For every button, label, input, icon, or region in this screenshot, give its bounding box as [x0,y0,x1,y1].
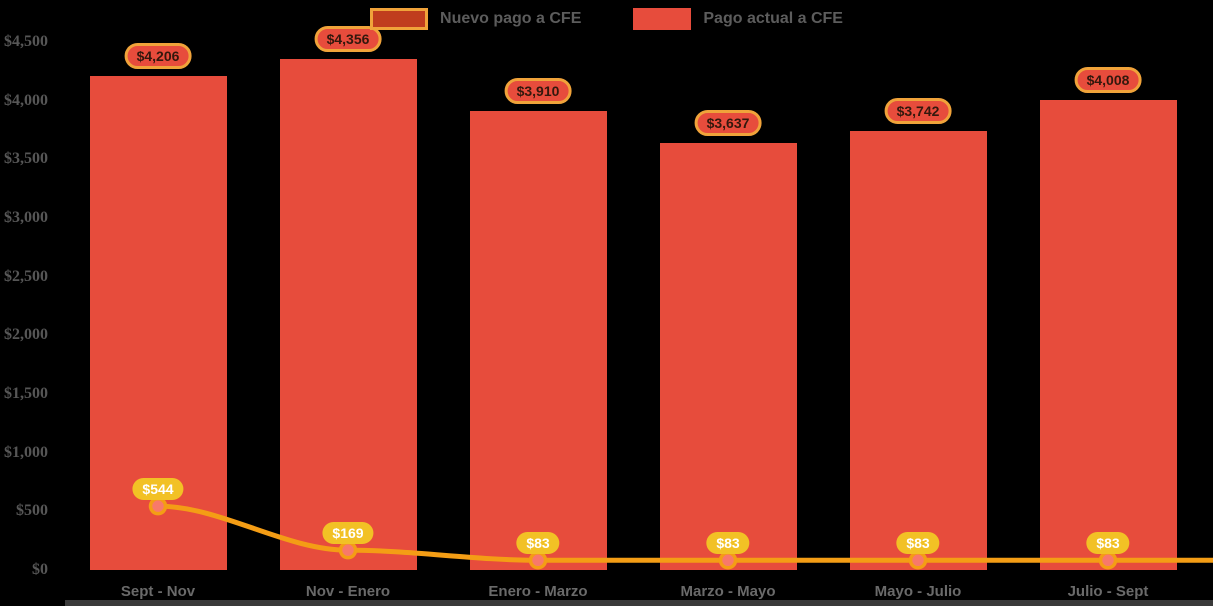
y-tick-label: $1,000 [4,443,48,461]
bar [849,130,987,570]
line-value-badge: $83 [1086,532,1130,555]
bar [279,58,417,570]
y-tick-label: $4,500 [4,33,48,50]
legend-item-pago-actual[interactable]: Pago actual a CFE [633,8,843,30]
line-value-badge: $544 [132,478,184,501]
x-category-label: Nov - Enero [305,583,391,600]
bar [659,143,797,570]
y-tick-label: $0 [32,561,48,578]
bar [1039,99,1177,570]
y-tick-label: $3,000 [4,209,48,226]
y-tick-label: $2,000 [4,326,48,344]
line-value-badge: $83 [516,532,560,555]
line-value-badge: $83 [896,532,940,555]
y-tick-label: $2,500 [4,267,48,285]
y-tick-label: $4,000 [4,91,48,109]
bar-value-badge: $3,742 [884,97,952,124]
bar-value-badge: $3,637 [694,110,762,137]
x-category-label: Marzo - Mayo [680,583,776,600]
legend: Nuevo pago a CFE Pago actual a CFE [0,8,1213,30]
bar-value-badge: $4,008 [1074,66,1142,93]
bar-value-badge: $4,356 [314,25,382,52]
legend-label-nuevo-pago: Nuevo pago a CFE [440,10,582,27]
x-category-label: Enero - Marzo [488,583,588,600]
y-tick-label: $500 [16,502,48,520]
line-value-badge: $83 [706,532,750,555]
y-tick-label: $1,500 [4,385,48,402]
x-category-label: Sept - Nov [120,583,196,600]
bar-value-badge: $4,206 [124,43,192,70]
legend-item-nuevo-pago[interactable]: Nuevo pago a CFE [370,8,581,30]
bar [469,111,607,570]
legend-swatch-line-icon [370,8,429,30]
bar-value-badge: $3,910 [504,78,572,105]
legend-swatch-bar-icon [633,8,692,30]
horizontal-scrollbar[interactable] [65,600,1213,606]
line-value-badge: $169 [322,522,374,545]
y-tick-label: $3,500 [4,150,48,168]
x-category-label: Julio - Sept [1067,583,1149,600]
legend-label-pago-actual: Pago actual a CFE [703,10,843,27]
x-category-label: Mayo - Julio [874,583,962,600]
